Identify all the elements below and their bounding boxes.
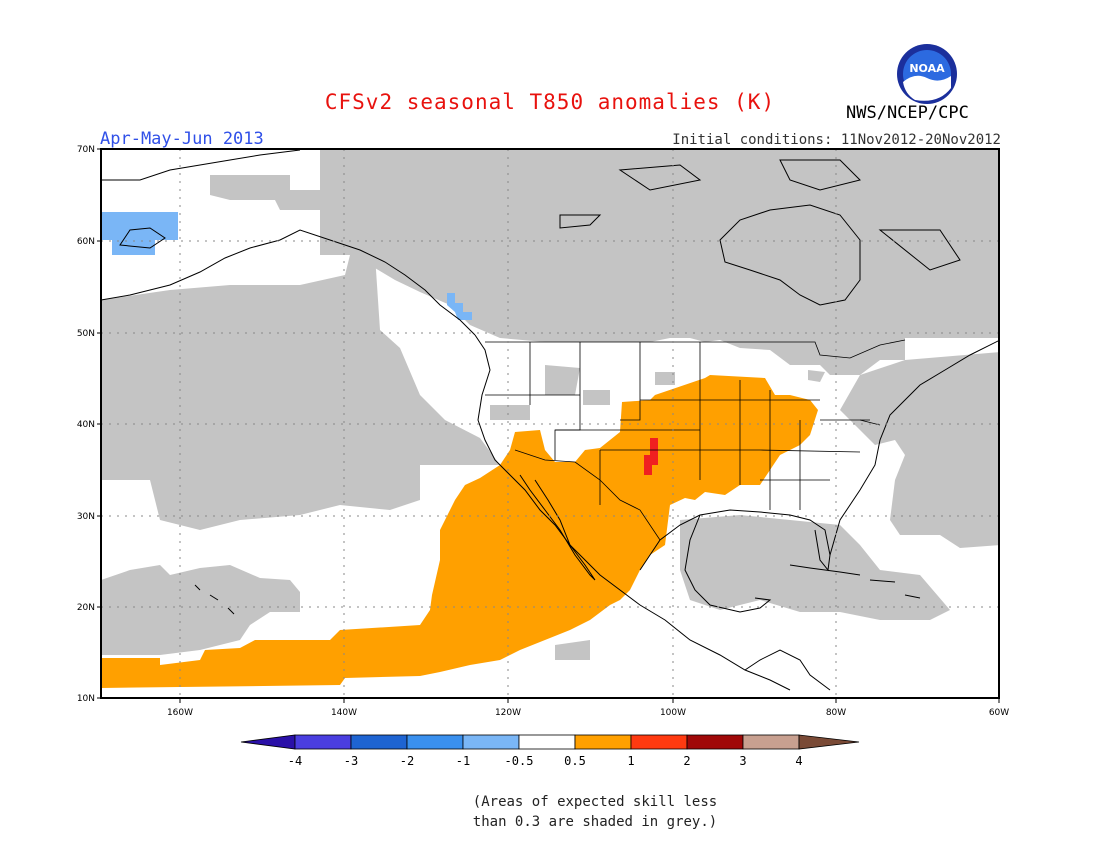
colorbar-label: 3 (739, 754, 746, 768)
colorbar-label: 4 (795, 754, 802, 768)
colorbar-segment (350, 734, 408, 750)
colorbar-segment (240, 734, 296, 750)
colorbar-label: -2 (400, 754, 414, 768)
noaa-logo-text: NOAA (909, 62, 945, 75)
lon-label: 140W (331, 708, 357, 718)
skill-note: (Areas of expected skill less than 0.3 a… (0, 792, 1100, 832)
agency-label: NWS/NCEP/CPC (846, 103, 969, 123)
colorbar-label: 1 (627, 754, 634, 768)
colorbar-segment (630, 734, 688, 750)
colorbar-segment (406, 734, 464, 750)
lon-label: 100W (660, 708, 686, 718)
lat-label: 60N (77, 237, 95, 247)
warm-anomaly-region (101, 375, 818, 688)
colorbar (240, 734, 860, 750)
lat-label: 40N (77, 420, 95, 430)
shading-layer (101, 149, 999, 688)
colorbar-segment (518, 734, 576, 750)
colorbar-segment (462, 734, 520, 750)
colorbar-segment (686, 734, 744, 750)
colorbar-segment (742, 734, 800, 750)
colorbar-label: -1 (456, 754, 470, 768)
strong-warm-anomaly-region (644, 438, 658, 475)
lon-label: 120W (495, 708, 521, 718)
lat-label: 20N (77, 603, 95, 613)
colorbar-label: -0.5 (505, 754, 534, 768)
colorbar-segment (574, 734, 632, 750)
low-skill-regions (101, 149, 999, 660)
noaa-logo-icon: NOAA (897, 44, 957, 104)
lon-label: 60W (989, 708, 1009, 718)
skill-note-line: (Areas of expected skill less (472, 794, 718, 810)
colorbar-labels: -4 -3 -2 -1 -0.5 0.5 1 2 3 4 (288, 754, 803, 768)
season-label: Apr-May-Jun 2013 (100, 129, 264, 149)
lon-label: 160W (167, 708, 193, 718)
lat-label: 30N (77, 512, 95, 522)
colorbar-label: -3 (344, 754, 358, 768)
colorbar-label: -4 (288, 754, 302, 768)
map-title: CFSv2 seasonal T850 anomalies (K) (324, 90, 776, 114)
colorbar-segment (798, 734, 860, 750)
political-borders (485, 339, 906, 541)
tick-marks (97, 148, 1000, 703)
lon-labels: 160W 140W 120W 100W 80W 60W (167, 708, 1009, 718)
lat-label: 50N (77, 329, 95, 339)
lat-label: 10N (77, 694, 95, 704)
initial-conditions: Initial conditions: 11Nov2012-20Nov2012 (672, 132, 1001, 148)
lon-label: 80W (826, 708, 846, 718)
lat-labels: 70N 60N 50N 40N 30N 20N 10N (77, 145, 95, 704)
coastlines (101, 149, 999, 691)
colorbar-label: 0.5 (564, 754, 586, 768)
grid-lines (101, 149, 999, 698)
lat-label: 70N (77, 145, 95, 155)
colorbar-segment (294, 734, 352, 750)
colorbar-label: 2 (683, 754, 690, 768)
skill-note-line: than 0.3 are shaded in grey.) (472, 814, 718, 830)
